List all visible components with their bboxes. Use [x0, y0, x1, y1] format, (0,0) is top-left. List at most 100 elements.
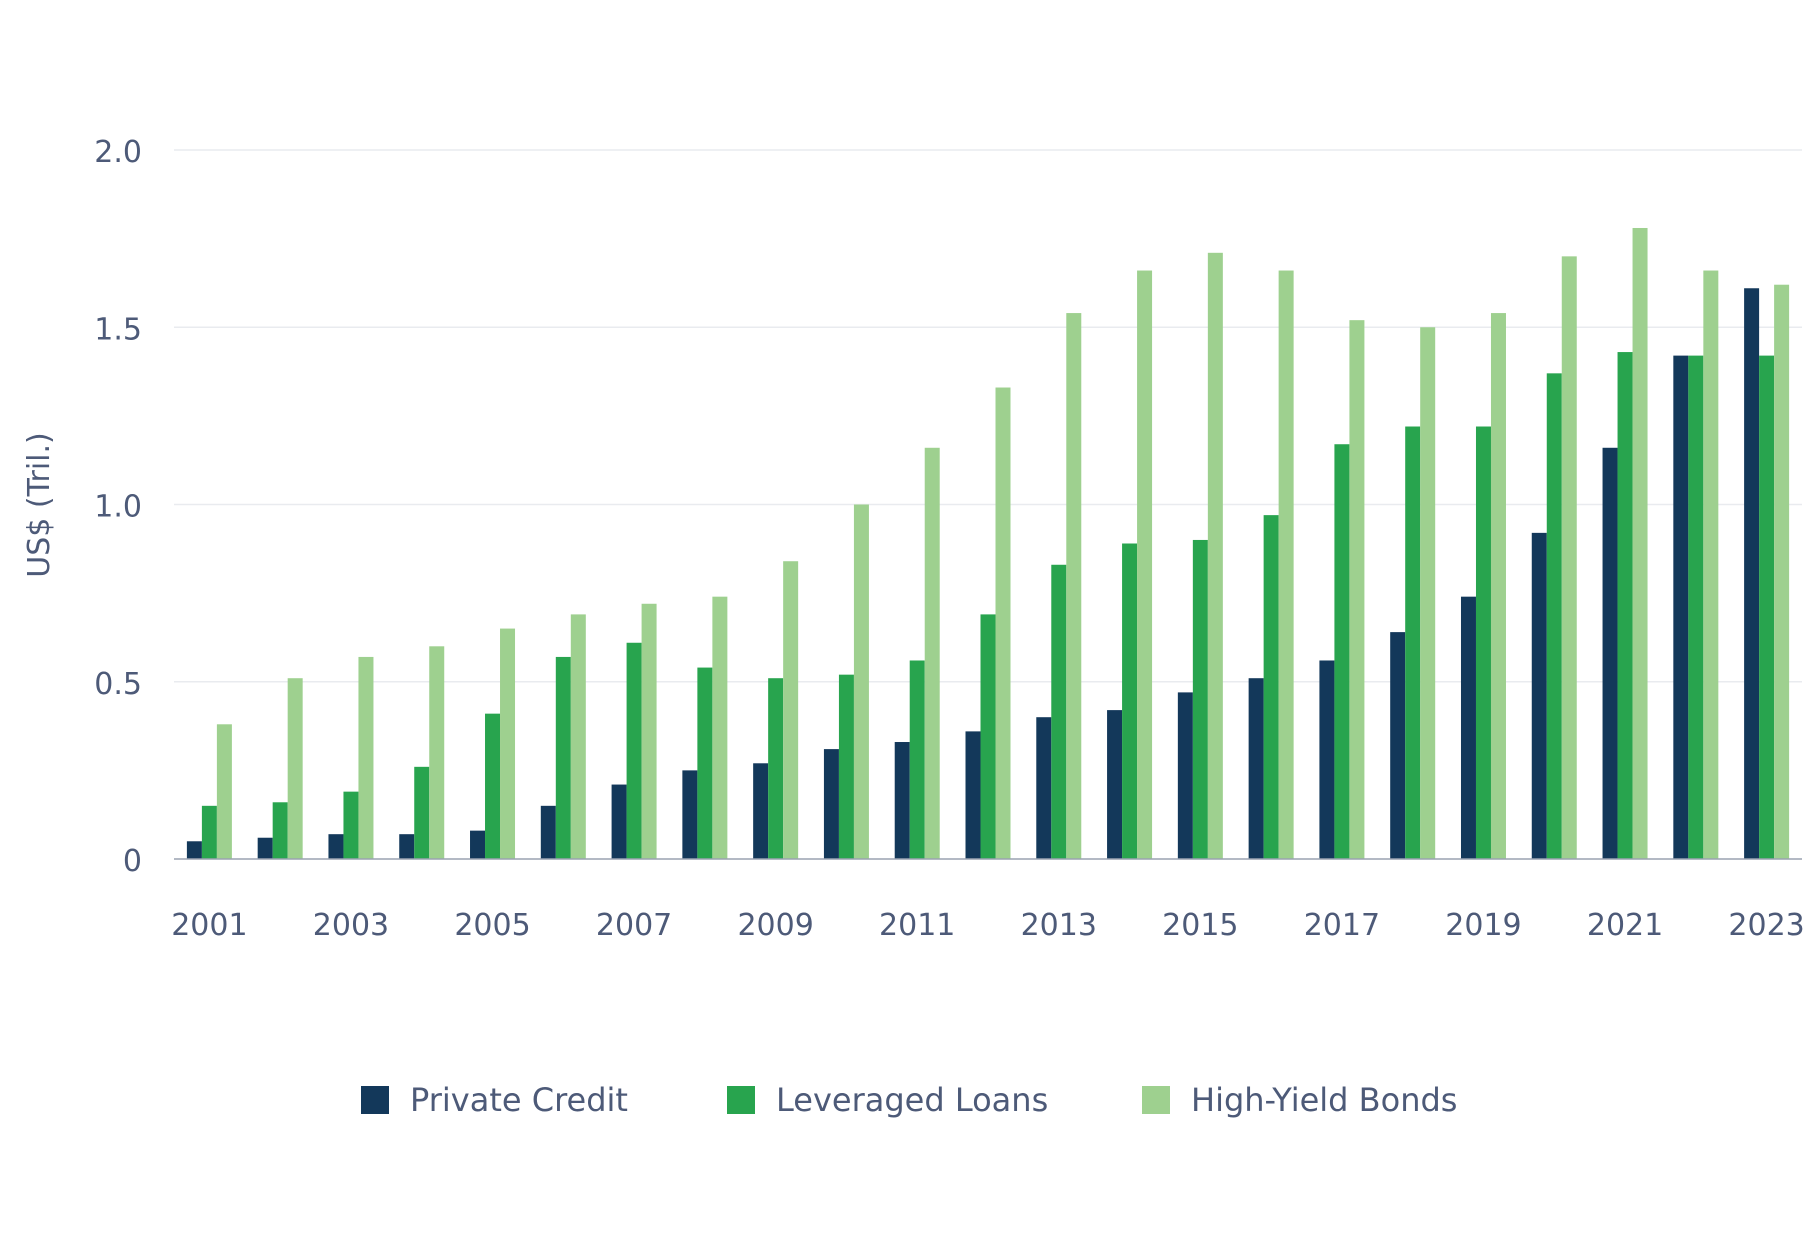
bar-group [1531, 256, 1577, 860]
bar-group [1744, 284, 1790, 860]
bar [753, 763, 769, 859]
bar [1405, 426, 1421, 859]
bar [1774, 284, 1790, 860]
bar-group [1177, 252, 1223, 859]
bar [1475, 426, 1491, 859]
legend-label: Leveraged Loans [776, 1081, 1048, 1119]
bar-group [257, 678, 303, 859]
x-tick-label: 2007 [596, 908, 672, 943]
bars [186, 227, 1790, 860]
bar [1420, 327, 1436, 859]
x-tick-label: 2015 [1162, 908, 1238, 943]
bar [1688, 355, 1704, 859]
bar [470, 830, 486, 859]
legend: Private Credit Leveraged Loans High-Yield … [361, 1081, 1457, 1119]
legend-swatch [1142, 1086, 1170, 1114]
bar [555, 656, 571, 859]
bar [965, 731, 981, 859]
bar [1490, 313, 1506, 859]
bar-group [1107, 270, 1153, 859]
bar [783, 561, 799, 859]
bar [540, 805, 556, 859]
legend-swatch [361, 1086, 389, 1114]
x-tick-label: 2023 [1728, 908, 1804, 943]
y-tick-label: 1.0 [94, 490, 142, 525]
bar [414, 766, 430, 859]
bar [201, 805, 217, 859]
legend-item: Leveraged Loans [727, 1081, 1048, 1119]
bar-group [328, 656, 374, 859]
x-tick-label: 2009 [737, 908, 813, 943]
bar-group [1319, 320, 1365, 859]
bar [570, 614, 586, 859]
bar [485, 713, 501, 859]
bar [1632, 227, 1648, 860]
bar [697, 667, 713, 859]
bar [1617, 352, 1633, 859]
bar-group [1036, 313, 1082, 859]
bar [682, 770, 698, 859]
x-tick-label: 2005 [454, 908, 530, 943]
bar [1107, 710, 1123, 859]
bar [1673, 355, 1689, 859]
legend-swatch [727, 1086, 755, 1114]
bar [1278, 270, 1294, 859]
bar [1051, 564, 1067, 859]
x-axis-ticks: 2001 2003 2005 2007 2009 2011 2013 2015 2017 2019… [171, 908, 1805, 943]
bar [1349, 320, 1365, 859]
bar [980, 614, 996, 859]
x-tick-label: 2017 [1304, 908, 1380, 943]
bar-group [823, 504, 869, 859]
bar-group [1673, 270, 1719, 859]
bar [1319, 660, 1335, 859]
bar [1759, 355, 1775, 859]
bar [1561, 256, 1577, 860]
legend-label: High-Yield Bonds [1191, 1081, 1457, 1119]
bar [1137, 270, 1153, 859]
bar-group [399, 646, 445, 859]
bar [1207, 252, 1223, 859]
bar [343, 791, 359, 859]
bar [1703, 270, 1719, 859]
legend-item: Private Credit [361, 1081, 628, 1119]
bar [1066, 313, 1082, 859]
bar [216, 724, 232, 859]
bar [1546, 373, 1562, 859]
y-tick-label: 1.5 [94, 312, 142, 347]
y-tick-label: 2.0 [94, 135, 142, 170]
bar [257, 837, 273, 859]
bar [641, 603, 657, 859]
legend-label: Private Credit [410, 1081, 628, 1119]
bar [429, 646, 445, 859]
bar [1390, 632, 1406, 859]
bar [894, 742, 910, 859]
bar-group [611, 603, 657, 859]
bar [1334, 444, 1350, 859]
bar-group [1460, 313, 1506, 859]
bar [823, 749, 839, 859]
bar [768, 678, 784, 859]
bar [358, 656, 374, 859]
bar [1192, 539, 1208, 859]
x-tick-label: 2013 [1021, 908, 1097, 943]
bar [1744, 288, 1760, 859]
bar [1263, 515, 1279, 859]
bar-group [894, 447, 940, 859]
bar [712, 596, 728, 859]
y-tick-label: 0.5 [94, 667, 142, 702]
y-axis-ticks: 0 0.5 1.0 1.5 2.0 [94, 135, 142, 879]
bar [287, 678, 303, 859]
x-tick-label: 2003 [313, 908, 389, 943]
bar-group [1602, 227, 1648, 860]
bar [328, 834, 344, 859]
bar [1122, 543, 1138, 859]
bar [1460, 596, 1476, 859]
bar [272, 802, 288, 859]
bar-group [965, 387, 1011, 859]
bar-group [682, 596, 728, 859]
bar [995, 387, 1011, 859]
bar [909, 660, 925, 859]
bar [1531, 532, 1547, 859]
